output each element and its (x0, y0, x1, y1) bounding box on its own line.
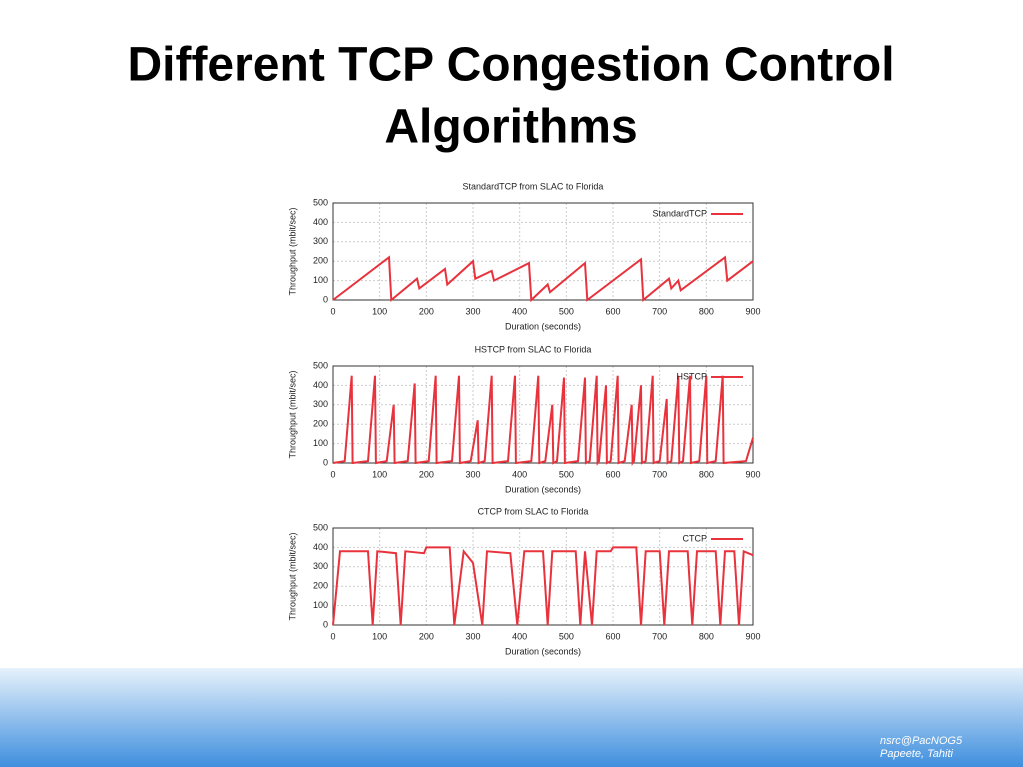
y-tick-label: 100 (313, 438, 328, 448)
x-axis-label: Duration (seconds) (505, 484, 581, 494)
footer-text: Papeete, Tahiti (880, 748, 954, 760)
footer-band (0, 668, 1023, 767)
y-tick-label: 300 (313, 236, 328, 246)
plot-frame (332, 365, 754, 464)
y-tick-label: 500 (313, 197, 328, 207)
x-tick-label: 400 (512, 469, 527, 479)
y-tick-label: 500 (313, 360, 328, 370)
y-tick-label: 200 (313, 581, 328, 591)
x-tick-label: 100 (372, 469, 387, 479)
y-tick-label: 0 (323, 294, 328, 304)
slide-title: Algorithms (384, 101, 637, 154)
x-tick-label: 100 (372, 631, 387, 641)
data-line (332, 255, 754, 303)
x-tick-label: 500 (559, 306, 574, 316)
x-tick-label: 800 (699, 631, 714, 641)
slide-title: Different TCP Congestion Control (127, 39, 894, 92)
x-tick-label: 600 (605, 631, 620, 641)
x-tick-label: 200 (419, 469, 434, 479)
footer-text: nsrc@PacNOG5 (880, 735, 963, 747)
x-tick-label: 500 (559, 631, 574, 641)
x-tick-label: 300 (465, 306, 480, 316)
x-tick-label: 400 (512, 631, 527, 641)
y-tick-label: 400 (313, 542, 328, 552)
y-tick-label: 300 (313, 561, 328, 571)
y-tick-label: 400 (313, 380, 328, 390)
x-tick-label: 400 (512, 306, 527, 316)
x-tick-label: 0 (330, 631, 335, 641)
x-axis-label: Duration (seconds) (505, 321, 581, 331)
x-tick-label: 700 (652, 469, 667, 479)
x-tick-label: 600 (605, 306, 620, 316)
x-tick-label: 300 (465, 469, 480, 479)
plot-frame (332, 202, 754, 301)
x-tick-label: 800 (699, 306, 714, 316)
y-tick-label: 200 (313, 256, 328, 266)
x-tick-label: 300 (465, 631, 480, 641)
y-axis-label: Throughput (mbit/sec) (287, 207, 297, 295)
y-tick-label: 300 (313, 399, 328, 409)
x-tick-label: 900 (745, 631, 760, 641)
legend-label: CTCP (683, 533, 708, 543)
chart-title: CTCP from SLAC to Florida (478, 506, 589, 516)
data-line (332, 375, 754, 467)
plot-frame (332, 527, 754, 626)
x-tick-label: 600 (605, 469, 620, 479)
x-axis-label: Duration (seconds) (505, 646, 581, 656)
y-tick-label: 500 (313, 522, 328, 532)
x-tick-label: 700 (652, 306, 667, 316)
x-tick-label: 900 (745, 469, 760, 479)
y-tick-label: 0 (323, 457, 328, 467)
y-tick-label: 200 (313, 419, 328, 429)
x-tick-label: 100 (372, 306, 387, 316)
x-tick-label: 700 (652, 631, 667, 641)
x-tick-label: 900 (745, 306, 760, 316)
x-tick-label: 500 (559, 469, 574, 479)
chart-title: StandardTCP from SLAC to Florida (463, 181, 604, 191)
y-tick-label: 400 (313, 217, 328, 227)
x-tick-label: 0 (330, 469, 335, 479)
x-tick-label: 200 (419, 631, 434, 641)
x-tick-label: 200 (419, 306, 434, 316)
y-tick-label: 100 (313, 600, 328, 610)
chart-title: HSTCP from SLAC to Florida (475, 344, 592, 354)
y-axis-label: Throughput (mbit/sec) (287, 532, 297, 620)
legend-label: HSTCP (676, 371, 707, 381)
x-tick-label: 0 (330, 306, 335, 316)
x-tick-label: 800 (699, 469, 714, 479)
legend-label: StandardTCP (652, 208, 707, 218)
y-tick-label: 0 (323, 619, 328, 629)
y-tick-label: 100 (313, 275, 328, 285)
y-axis-label: Throughput (mbit/sec) (287, 370, 297, 458)
data-line (332, 546, 754, 626)
